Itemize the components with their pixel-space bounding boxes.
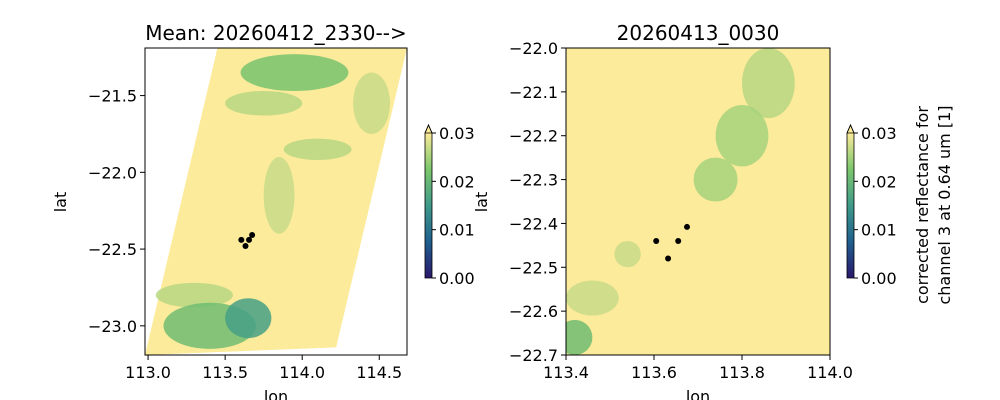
y-axis-label-left: lat bbox=[51, 192, 70, 213]
x-tick-label: 113.5 bbox=[202, 363, 248, 382]
colorbar-frame bbox=[424, 124, 433, 279]
marker-point bbox=[238, 236, 245, 243]
panel-title-left: Mean: 20260412_2330--> bbox=[145, 21, 406, 45]
marker-point bbox=[242, 243, 249, 250]
colorbar bbox=[425, 133, 432, 278]
cloud-region bbox=[283, 138, 352, 161]
x-tick-label: 113.8 bbox=[719, 363, 765, 382]
colorbar-frame bbox=[846, 124, 855, 279]
axes-frame bbox=[144, 47, 408, 356]
colorbar-extend-arrow bbox=[846, 124, 855, 134]
colorbar-tick-label: 0.00 bbox=[439, 269, 475, 288]
cloud-region bbox=[263, 156, 295, 234]
y-tick-label: −22.3 bbox=[509, 171, 558, 190]
x-axis-label-right: lon bbox=[686, 387, 710, 400]
colorbar-tick-label: 0.03 bbox=[439, 124, 475, 143]
colorbar-tick-label: 0.01 bbox=[861, 221, 897, 240]
y-tick-label: −23.0 bbox=[88, 317, 137, 336]
x-tick-label: 113.6 bbox=[631, 363, 677, 382]
y-tick-label: −22.1 bbox=[509, 83, 558, 102]
panel-title-right: 20260413_0030 bbox=[617, 21, 780, 45]
colorbar-label-line2: channel 3 at 0.64 um [1] bbox=[935, 105, 954, 304]
x-tick-label: 114.0 bbox=[279, 363, 325, 382]
y-tick-label: −22.5 bbox=[509, 258, 558, 277]
axes-frame bbox=[565, 47, 831, 356]
colorbar-tick-label: 0.00 bbox=[861, 269, 897, 288]
cloud-region bbox=[693, 157, 738, 202]
colorbar-tick-label: 0.01 bbox=[439, 221, 475, 240]
y-tick-label: −22.7 bbox=[509, 346, 558, 365]
marker-point bbox=[675, 237, 682, 244]
y-axis-label-right: lat bbox=[472, 192, 491, 213]
cloud-region bbox=[225, 298, 272, 339]
cloud-region bbox=[715, 105, 769, 167]
y-tick-label: −22.0 bbox=[509, 39, 558, 58]
colorbar-tick-label: 0.02 bbox=[861, 172, 897, 191]
x-tick-label: 113.4 bbox=[543, 363, 589, 382]
x-tick-label: 114.0 bbox=[807, 363, 853, 382]
y-tick-label: −22.4 bbox=[509, 214, 558, 233]
marker-point bbox=[246, 236, 253, 243]
plot-area bbox=[145, 48, 407, 355]
marker-point bbox=[653, 237, 660, 244]
y-tick-label: −22.2 bbox=[509, 127, 558, 146]
y-tick-label: −22.5 bbox=[88, 240, 137, 259]
cloud-region bbox=[566, 280, 619, 316]
colorbar-label-line1: corrected reflectance for bbox=[913, 106, 932, 304]
y-tick-label: −21.5 bbox=[88, 87, 137, 106]
y-tick-label: −22.0 bbox=[88, 163, 137, 182]
x-tick-label: 114.5 bbox=[356, 363, 402, 382]
colorbar-tick-label: 0.03 bbox=[861, 124, 897, 143]
cloud-region bbox=[155, 282, 233, 308]
marker-point bbox=[684, 223, 690, 230]
marker-point bbox=[665, 255, 672, 262]
plot-area bbox=[566, 48, 830, 355]
x-axis-label-left: lon bbox=[264, 387, 288, 400]
x-tick-label: 113.0 bbox=[125, 363, 171, 382]
cloud-region bbox=[742, 48, 795, 119]
marker-point bbox=[249, 231, 256, 238]
colorbar-tick-label: 0.02 bbox=[439, 172, 475, 191]
y-tick-label: −22.6 bbox=[509, 302, 558, 321]
cloud-region bbox=[566, 319, 593, 355]
cloud-region bbox=[225, 90, 303, 116]
cloud-region bbox=[240, 54, 349, 91]
colorbar-extend-arrow bbox=[424, 124, 433, 134]
cloud-region bbox=[353, 72, 391, 134]
cloud-region bbox=[614, 240, 641, 268]
colorbar bbox=[847, 133, 854, 278]
